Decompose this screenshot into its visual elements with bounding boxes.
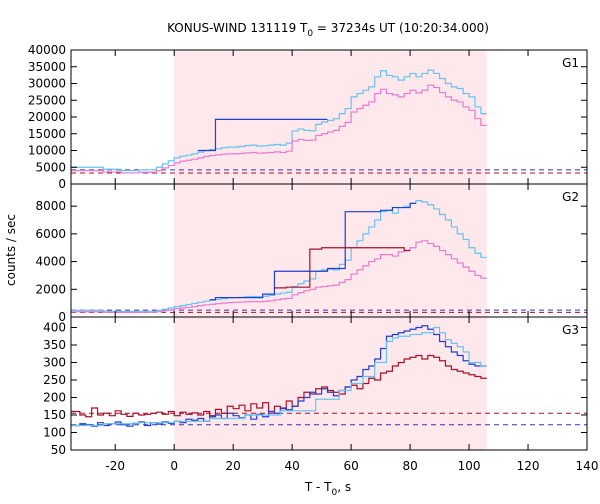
y-tick-label: 250 (43, 373, 66, 387)
x-tick-label: 40 (285, 459, 300, 473)
series-line-1 (197, 118, 328, 152)
y-tick-label: 200 (43, 391, 66, 405)
shaded-interval (174, 317, 487, 450)
y-tick-label: 400 (43, 321, 66, 335)
y-tick-label: 4000 (35, 255, 66, 269)
panel-series-group (71, 69, 587, 174)
series-line-3 (274, 247, 411, 289)
panel-g3: G3 50 100 150 200 250 300 350 400 (43, 316, 588, 457)
x-tick-label: 120 (517, 459, 540, 473)
panel-label: G1 (562, 56, 579, 70)
y-tick-label: 50 (51, 443, 66, 457)
panel-label: G3 (562, 323, 579, 337)
plot-layer: G105000100001500020000250003000035000400… (28, 43, 599, 473)
y-tick-label: 0 (58, 310, 66, 324)
panel-series-group (71, 325, 587, 427)
chart-title-main: KONUS-WIND 131119 T (167, 21, 308, 35)
chart-title-subscript: 0 (307, 29, 313, 39)
y-tick-label: 15000 (28, 127, 66, 141)
x-axis-label-rest: , s (337, 480, 351, 494)
x-axis-label-main: T - T (304, 480, 332, 494)
series-line-1 (209, 202, 416, 301)
y-tick-label: 6000 (35, 227, 66, 241)
y-tick-label: 0 (58, 177, 66, 191)
x-tick-label: -20 (105, 459, 125, 473)
x-tick-label: 20 (226, 459, 241, 473)
shaded-interval (174, 50, 487, 184)
y-tick-label: 30000 (28, 77, 66, 91)
y-axis-label: counts / sec (4, 214, 18, 286)
shaded-interval (174, 184, 487, 317)
panel-series-group (71, 200, 587, 314)
x-tick-label: 100 (458, 459, 481, 473)
x-tick-label: 60 (343, 459, 358, 473)
chart-title-rest: = 37234s UT (10:20:34.000) (313, 21, 489, 35)
y-tick-label: 100 (43, 426, 66, 440)
series-line-2 (71, 84, 487, 174)
y-tick-label: 8000 (35, 199, 66, 213)
series-line-0 (71, 69, 487, 172)
panel-g2: G2 0 2000 4000 6000 8000 (35, 183, 588, 324)
panel-label: G2 (562, 190, 579, 204)
y-tick-label: 150 (43, 408, 66, 422)
y-tick-label: 10000 (28, 144, 66, 158)
x-tick-label: 140 (576, 459, 599, 473)
y-tick-label: 350 (43, 338, 66, 352)
y-tick-label: 20000 (28, 110, 66, 124)
series-line-2 (71, 240, 487, 314)
x-axis-label: T - T0, s (304, 480, 351, 498)
y-tick-label: 40000 (28, 43, 66, 57)
y-tick-label: 300 (43, 356, 66, 370)
chart-title: KONUS-WIND 131119 T0 = 37234s UT (10:20:… (167, 21, 489, 39)
series-line-2 (71, 326, 487, 427)
x-tick-label: 0 (170, 459, 178, 473)
x-axis-label-subscript: 0 (332, 488, 338, 498)
panel-g1: G1 0 5000 10000 15000 20000 25000 30000 35000 400… (28, 43, 588, 191)
y-tick-label: 2000 (35, 282, 66, 296)
x-tick-label: 80 (402, 459, 417, 473)
panel-frame (70, 316, 588, 451)
y-tick-label: 25000 (28, 93, 66, 107)
y-tick-label: 35000 (28, 60, 66, 74)
y-tick-label: 5000 (35, 160, 66, 174)
